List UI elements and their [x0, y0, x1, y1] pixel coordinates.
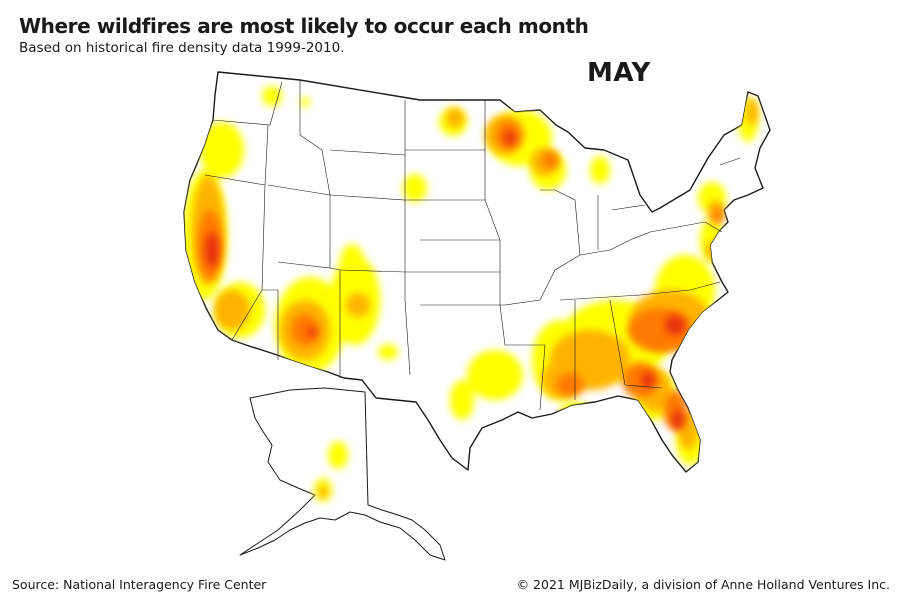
month-label: MAY — [587, 58, 651, 88]
density-medium-high-areas — [198, 121, 723, 430]
alaska-outline — [239, 387, 446, 561]
fire-density-layer — [184, 86, 758, 465]
density-high-areas — [205, 131, 685, 430]
alaska-density — [314, 441, 348, 502]
map-subtitle: Based on historical fire density data 19… — [19, 40, 345, 56]
map-title: Where wildfires are most likely to occur… — [19, 14, 589, 38]
source-credit: Source: National Interagency Fire Center — [12, 577, 267, 592]
state-boundaries — [204, 80, 741, 411]
copyright-notice: © 2021 MJBizDaily, a division of Anne Ho… — [516, 577, 890, 592]
